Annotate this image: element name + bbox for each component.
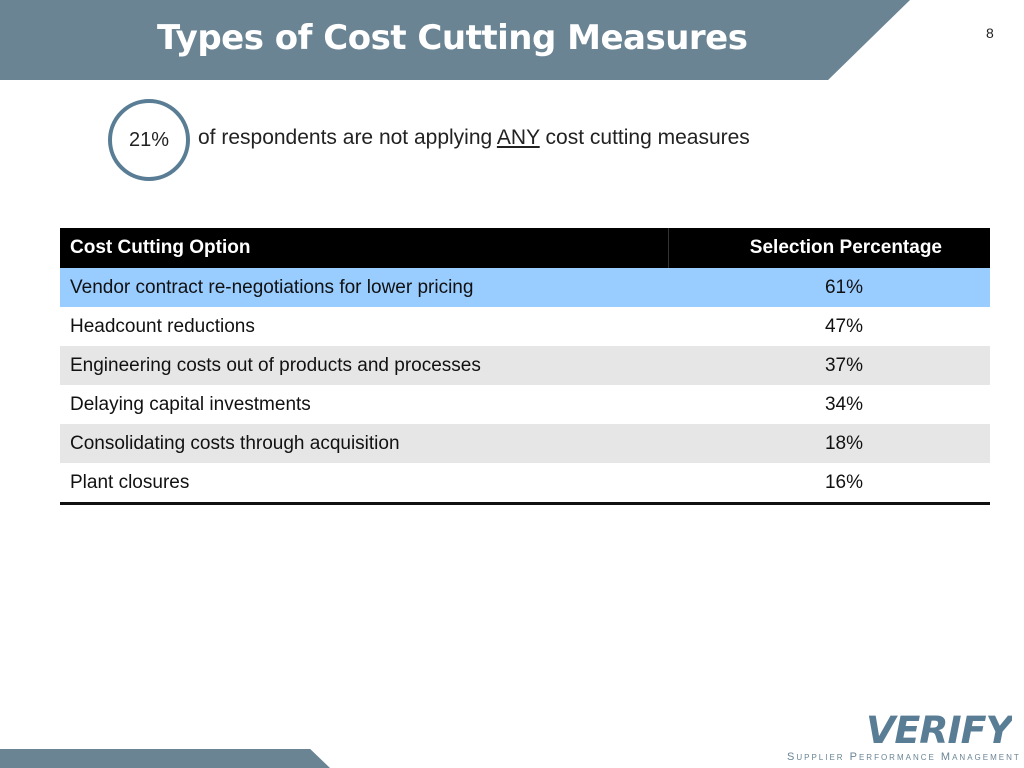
row-option: Engineering costs out of products and pr… <box>60 346 668 385</box>
cost-cutting-table: Cost Cutting Option Selection Percentage… <box>60 228 990 505</box>
row-option: Vendor contract re-negotiations for lowe… <box>60 268 668 307</box>
verify-logo: VERIFY <box>866 712 1012 746</box>
stat-text-before: of respondents are not applying <box>198 126 497 149</box>
header-percentage: Selection Percentage <box>667 228 990 268</box>
row-option: Plant closures <box>60 463 668 504</box>
row-percentage: 47% <box>668 307 990 346</box>
header-band <box>0 0 910 80</box>
table-row: Engineering costs out of products and pr… <box>60 346 990 385</box>
logo-text: VERIFY <box>866 712 1012 746</box>
row-percentage: 16% <box>668 463 990 504</box>
header-option: Cost Cutting Option <box>60 228 668 268</box>
stat-emphasis: ANY <box>496 126 540 149</box>
table-row: Plant closures 16% <box>60 463 990 504</box>
row-option: Headcount reductions <box>60 307 668 346</box>
stat-text-after: cost cutting measures <box>539 126 750 149</box>
row-percentage: 37% <box>668 346 990 385</box>
table-row: Vendor contract re-negotiations for lowe… <box>60 268 990 307</box>
table-header-row: Cost Cutting Option Selection Percentage <box>60 228 990 268</box>
slide-title: Types of Cost Cutting Measures <box>157 18 748 58</box>
brand-tagline: Supplier Performance Management <box>787 751 1021 763</box>
row-percentage: 34% <box>668 385 990 424</box>
stat-value: 21% <box>128 128 170 151</box>
row-option: Consolidating costs through acquisition <box>60 424 668 463</box>
footer-band <box>0 749 330 768</box>
row-option: Delaying capital investments <box>60 385 668 424</box>
slide-number: 8 <box>986 25 994 41</box>
stat-circle: 21% <box>108 99 190 181</box>
table-row: Delaying capital investments 34% <box>60 385 990 424</box>
stat-statement: of respondents are not applying ANY cost… <box>198 126 750 150</box>
row-percentage: 18% <box>668 424 990 463</box>
table-row: Consolidating costs through acquisition … <box>60 424 990 463</box>
row-percentage: 61% <box>668 268 990 307</box>
table-row: Headcount reductions 47% <box>60 307 990 346</box>
